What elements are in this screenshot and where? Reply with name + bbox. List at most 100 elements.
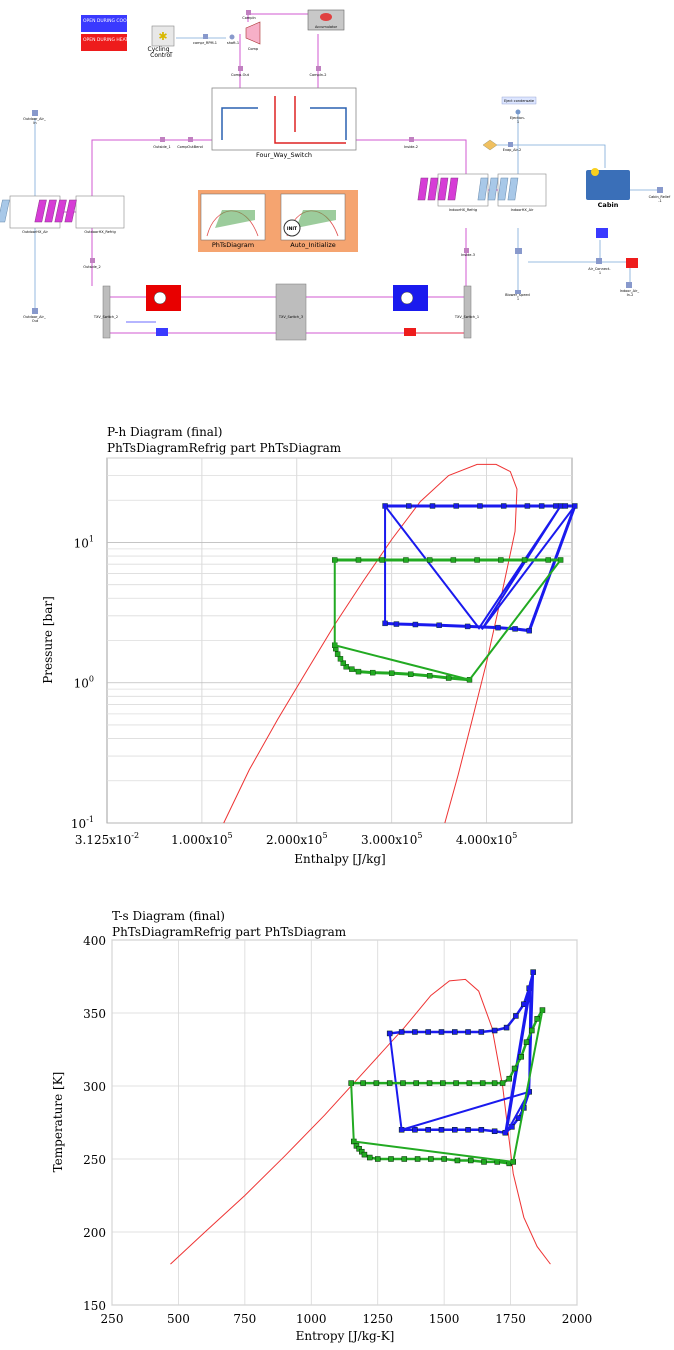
- ph-series-line-2: [384, 503, 576, 630]
- cabin-block[interactable]: Cabin: [586, 168, 630, 209]
- blower-pin[interactable]: [515, 248, 522, 254]
- outside2-pin[interactable]: [90, 258, 95, 263]
- ph-point: [426, 673, 433, 679]
- ts-point: [499, 1080, 506, 1086]
- ts-point: [466, 1080, 473, 1086]
- phts-diagram-block[interactable]: PhTsDiagram: [200, 193, 266, 249]
- outdoor-out-pin[interactable]: [32, 308, 38, 314]
- auto-initialize-label: Auto_Initialize: [290, 241, 336, 249]
- ph-point: [403, 557, 409, 563]
- blower-speed-pin[interactable]: [515, 290, 521, 294]
- ph-point: [526, 627, 532, 634]
- air-connect-pin[interactable]: [596, 258, 602, 264]
- comp-out-pin[interactable]: [238, 66, 243, 71]
- ifin-3: [437, 177, 449, 201]
- comp-in2-pin[interactable]: [316, 66, 321, 71]
- outdoor-in-line2: In: [33, 121, 36, 125]
- compin-label: CompIn: [242, 16, 255, 20]
- ph-point: [445, 675, 452, 681]
- heating-valve[interactable]: [146, 285, 181, 311]
- ts-point: [465, 1029, 471, 1035]
- ts-point: [465, 1127, 471, 1133]
- outside2-label: Outside_2: [83, 265, 101, 269]
- compressor[interactable]: Comp: [245, 21, 261, 51]
- ejection-line2: 1: [517, 120, 519, 124]
- small-components: CompIn Comp-Out CompIn-2 compr_RPM-1 sha…: [23, 10, 671, 336]
- ph-point: [379, 557, 385, 563]
- auto-initialize-block[interactable]: INIT Auto_Initialize: [280, 193, 346, 249]
- accumulator[interactable]: Accumulator: [307, 9, 345, 31]
- cycling-control-line1: Cycling_: [148, 46, 174, 53]
- txv-switch-1[interactable]: TXV_Switch_1: [454, 285, 479, 339]
- cycling-control-line2: Control: [150, 52, 172, 59]
- outdoor-hx-refrig[interactable]: OutdoorHX_Refrig: [34, 195, 125, 234]
- txv2-bar: [102, 285, 111, 339]
- inside3-label: Inside-3: [461, 253, 475, 257]
- ts-series-line-0: [170, 978, 551, 1265]
- ts-ytick-label: 250: [83, 1153, 106, 1167]
- ph-xlabel: Enthalpy [J/kg]: [294, 852, 385, 866]
- ts-series-line-3: [388, 971, 535, 1134]
- compoutbend-pin[interactable]: [188, 137, 193, 142]
- indoor-air-pin[interactable]: [626, 282, 632, 288]
- indoor-hx-air[interactable]: IndoorHX_Air: [477, 173, 547, 212]
- indoor-air-line2: In-2: [627, 293, 634, 297]
- shaft-pin[interactable]: [229, 34, 235, 40]
- ph-ytick-label: 100: [74, 675, 94, 691]
- ts-xtick-label: 1750: [495, 1312, 526, 1326]
- legend-heating-label: OPEN DURING HEATING MODE: [83, 37, 152, 43]
- cabin-cool-signal[interactable]: [596, 228, 608, 238]
- cooling-valve[interactable]: [393, 285, 428, 311]
- ph-point: [355, 557, 362, 563]
- ts-point: [438, 1127, 445, 1133]
- ph-xtick-label: 2.000x105: [266, 831, 327, 847]
- ph-ytick-label: 10-1: [71, 815, 94, 831]
- fws-line-red: [274, 96, 346, 144]
- ph-series-line-0: [223, 463, 518, 824]
- ph-xtick-label: 3.000x105: [361, 831, 422, 847]
- ph-xtick-exp: 5: [417, 831, 422, 840]
- cabin-relief-pin[interactable]: [657, 187, 663, 193]
- rpm-label: compr_RPM-1: [193, 41, 217, 45]
- rfin-3: [54, 199, 67, 223]
- bottom-cool-signal[interactable]: [156, 328, 168, 336]
- ph-point: [429, 503, 436, 509]
- comp-in2-label: CompIn-2: [310, 73, 327, 77]
- ts-point: [518, 1054, 524, 1060]
- legend-cooling-swatch: [81, 15, 127, 32]
- ph-ytick-exp: 1: [89, 534, 94, 543]
- indoor-hx-refrig-label: IndoorHX_Refrig: [449, 208, 477, 212]
- ph-point: [393, 621, 400, 627]
- ts-point: [452, 1127, 458, 1133]
- evap-air-pin[interactable]: [508, 142, 513, 147]
- wire-compin: [247, 13, 319, 22]
- tools-panel: PhTsDiagram INIT Auto_Initialize: [198, 190, 358, 252]
- ifin-4: [447, 177, 459, 201]
- compin-pin[interactable]: [246, 10, 251, 15]
- cabin-heat-signal[interactable]: [626, 258, 638, 268]
- ph-point: [453, 503, 459, 509]
- four-way-switch[interactable]: Four_Way_Switch: [211, 87, 357, 159]
- indoor-hx-refrig[interactable]: IndoorHX_Refrig: [417, 173, 489, 212]
- ts-point: [438, 1029, 445, 1035]
- ejection-pin[interactable]: [515, 109, 521, 115]
- eject-condensate-btn[interactable]: [501, 96, 537, 105]
- accumulator-icon: [320, 13, 332, 21]
- ph-point: [572, 503, 578, 509]
- outside1-pin[interactable]: [160, 137, 165, 142]
- txv-switch-2[interactable]: TXV_Switch_2: [93, 285, 118, 339]
- ts-xtick-label: 500: [167, 1312, 190, 1326]
- outdoor-in-pin[interactable]: [32, 110, 38, 116]
- txv-switch-3[interactable]: TXV_Switch_3: [275, 283, 307, 341]
- rpm-pin[interactable]: [203, 34, 208, 39]
- ph-xtick-label: 4.000x105: [456, 831, 517, 847]
- ph-grid: [107, 457, 572, 824]
- ts-point: [440, 1080, 446, 1086]
- ts-point: [478, 1029, 485, 1035]
- bottom-heat-signal[interactable]: [404, 328, 416, 336]
- inside2-pin[interactable]: [409, 137, 414, 142]
- ph-xtick-exp: 5: [228, 831, 233, 840]
- air-connect-line1: Air_Connect-: [588, 267, 611, 271]
- cycling-control-block[interactable]: ✱ Cycling_ Control: [148, 25, 175, 59]
- inside3-pin[interactable]: [464, 248, 469, 253]
